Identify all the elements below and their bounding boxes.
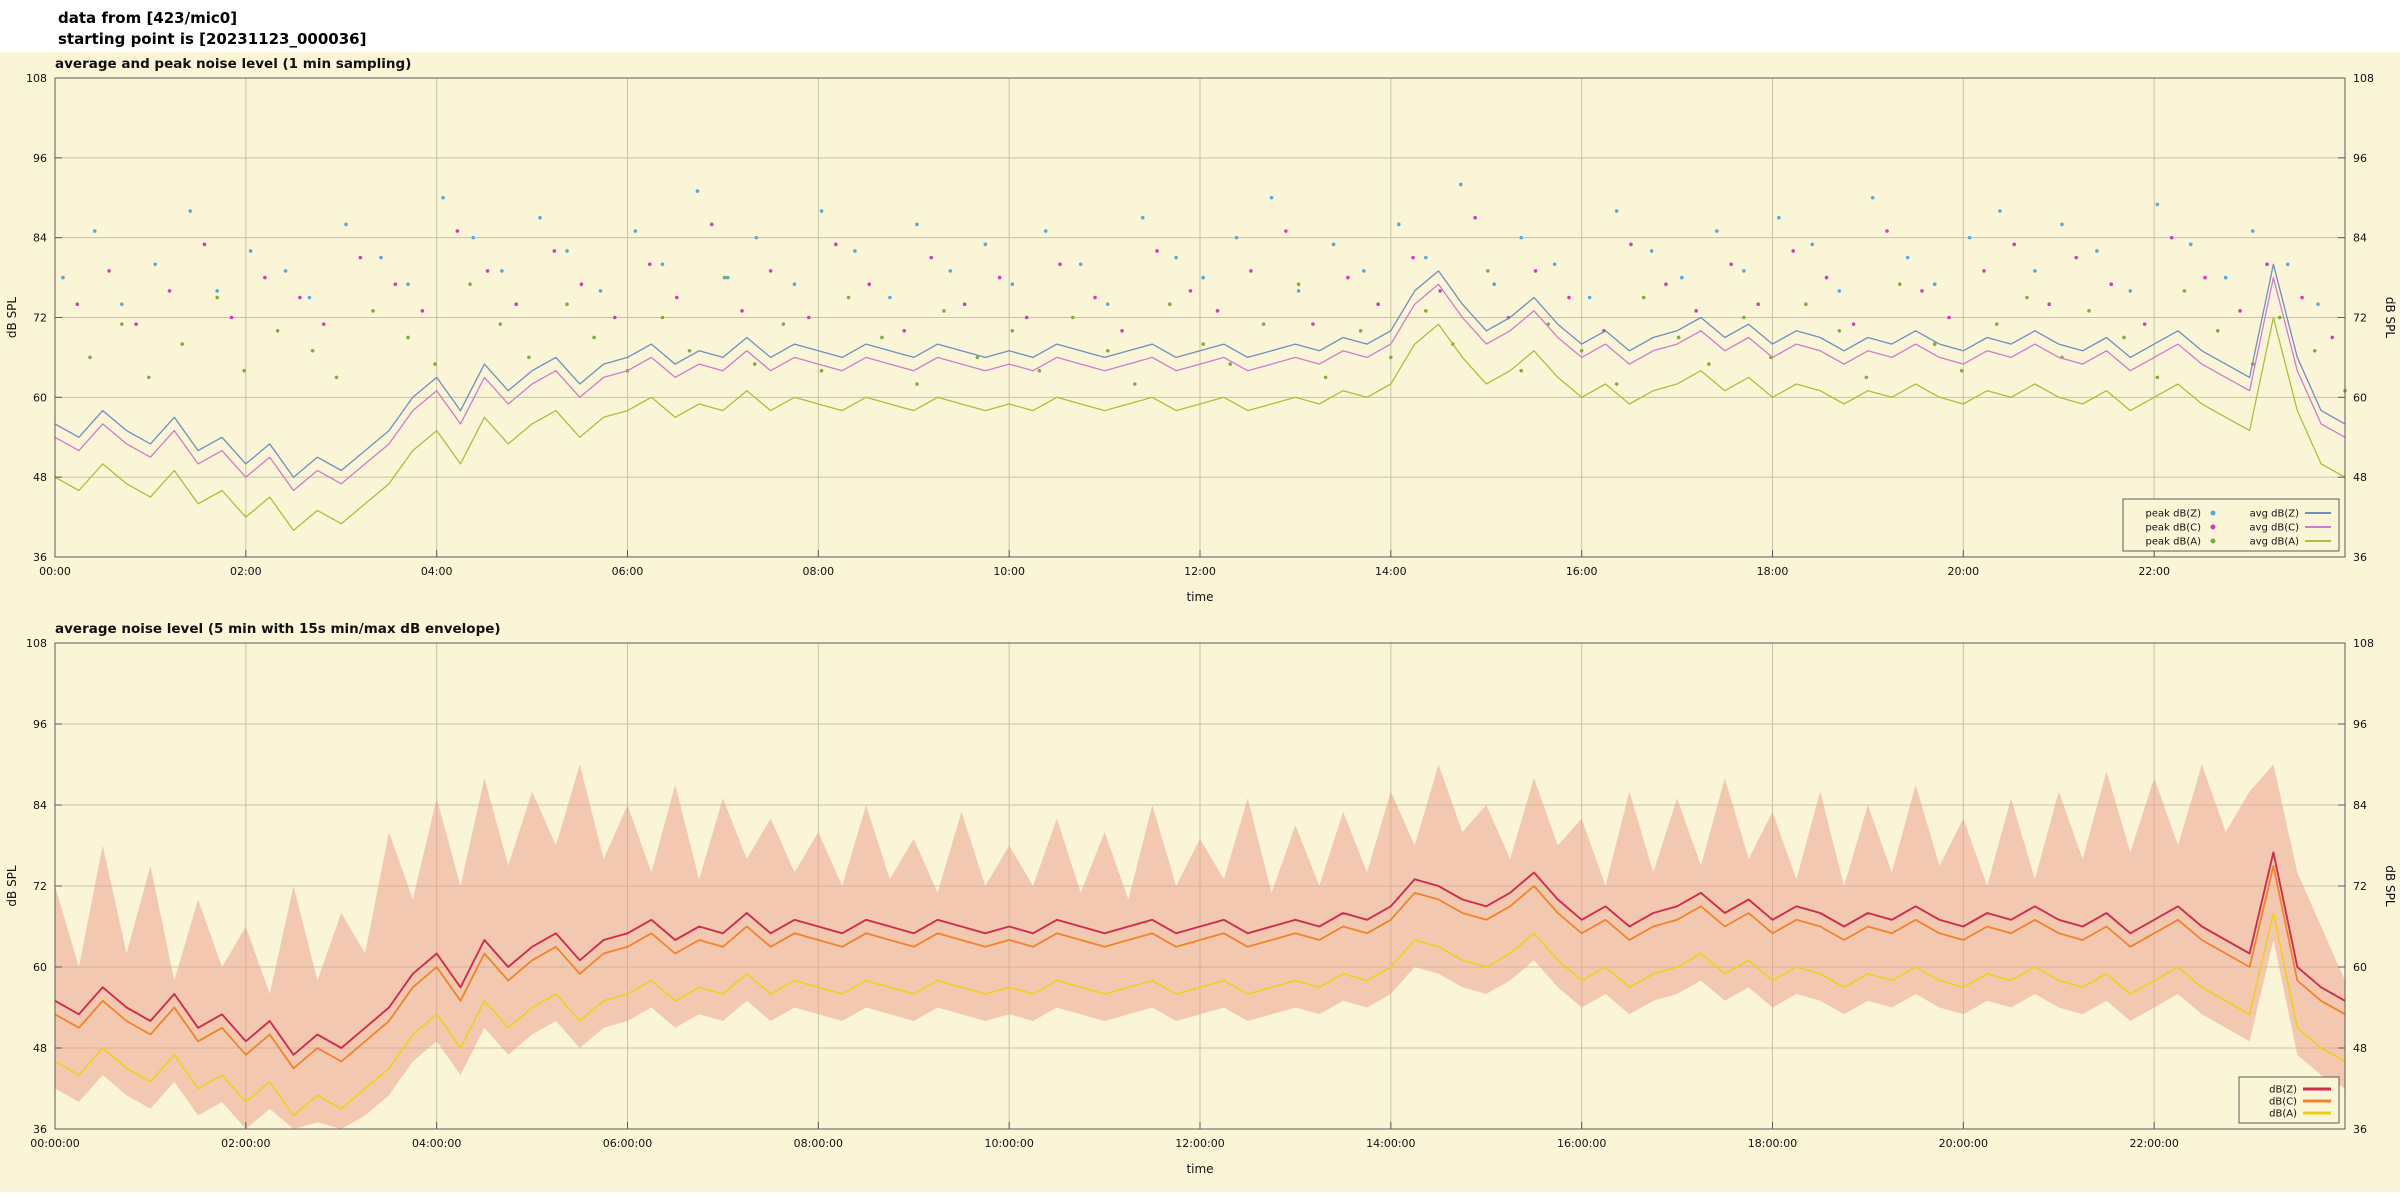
svg-text:12:00: 12:00 [1184, 565, 1216, 578]
svg-text:12:00:00: 12:00:00 [1175, 1137, 1224, 1150]
svg-text:time: time [1186, 1162, 1213, 1176]
svg-text:84: 84 [33, 232, 47, 245]
svg-text:avg dB(A): avg dB(A) [2250, 537, 2300, 548]
svg-text:dB SPL: dB SPL [2383, 865, 2397, 907]
svg-text:72: 72 [2353, 880, 2367, 893]
header: data from [423/mic0] starting point is [… [0, 0, 2400, 52]
svg-text:72: 72 [33, 312, 47, 325]
svg-text:48: 48 [33, 471, 47, 484]
svg-text:peak dB(Z): peak dB(Z) [2146, 509, 2202, 520]
svg-text:peak dB(C): peak dB(C) [2145, 523, 2201, 534]
svg-text:dB(Z): dB(Z) [2269, 1085, 2297, 1096]
svg-text:22:00: 22:00 [2138, 565, 2170, 578]
svg-text:108: 108 [26, 637, 47, 650]
svg-text:96: 96 [2353, 152, 2367, 165]
svg-text:dB SPL: dB SPL [5, 297, 19, 339]
svg-text:36: 36 [2353, 1123, 2367, 1136]
svg-text:average and peak noise level (: average and peak noise level (1 min samp… [55, 56, 411, 72]
svg-text:108: 108 [26, 72, 47, 85]
svg-text:72: 72 [2353, 312, 2367, 325]
svg-text:18:00: 18:00 [1757, 565, 1789, 578]
svg-text:04:00:00: 04:00:00 [412, 1137, 461, 1150]
svg-text:14:00: 14:00 [1375, 565, 1407, 578]
svg-text:10:00:00: 10:00:00 [984, 1137, 1033, 1150]
svg-text:04:00: 04:00 [421, 565, 453, 578]
svg-text:96: 96 [33, 718, 47, 731]
svg-text:dB(A): dB(A) [2269, 1109, 2297, 1120]
svg-text:48: 48 [2353, 471, 2367, 484]
svg-text:18:00:00: 18:00:00 [1748, 1137, 1797, 1150]
svg-text:08:00: 08:00 [802, 565, 834, 578]
svg-text:dB(C): dB(C) [2269, 1097, 2297, 1108]
svg-text:96: 96 [33, 152, 47, 165]
svg-text:10:00: 10:00 [993, 565, 1025, 578]
svg-text:60: 60 [33, 961, 47, 974]
svg-text:20:00:00: 20:00:00 [1939, 1137, 1988, 1150]
svg-text:peak dB(A): peak dB(A) [2146, 537, 2202, 548]
svg-text:16:00: 16:00 [1566, 565, 1598, 578]
svg-text:36: 36 [33, 1123, 47, 1136]
svg-text:06:00:00: 06:00:00 [603, 1137, 652, 1150]
svg-text:60: 60 [2353, 961, 2367, 974]
svg-text:84: 84 [2353, 232, 2367, 245]
svg-text:84: 84 [2353, 799, 2367, 812]
svg-text:96: 96 [2353, 718, 2367, 731]
svg-text:22:00:00: 22:00:00 [2129, 1137, 2178, 1150]
svg-text:avg dB(Z): avg dB(Z) [2250, 509, 2300, 520]
svg-text:02:00:00: 02:00:00 [221, 1137, 270, 1150]
chart-average-peak-noise: 36 36 48 48 60 60 72 72 84 84 96 96 108 108 00:00 02:00… [0, 52, 2400, 617]
svg-text:avg dB(C): avg dB(C) [2249, 523, 2299, 534]
svg-text:108: 108 [2353, 637, 2374, 650]
svg-text:84: 84 [33, 799, 47, 812]
svg-text:14:00:00: 14:00:00 [1366, 1137, 1415, 1150]
svg-text:36: 36 [33, 551, 47, 564]
svg-text:average noise level (5 min wit: average noise level (5 min with 15s min/… [55, 621, 501, 637]
header-line-1: data from [423/mic0] [58, 9, 238, 27]
chart-average-noise-envelope: 36 36 48 48 60 60 72 72 84 84 96 96 108 108 00:00:00 02… [0, 617, 2400, 1192]
header-line-2: starting point is [20231123_000036] [58, 30, 367, 48]
svg-text:02:00: 02:00 [230, 565, 262, 578]
svg-text:time: time [1186, 590, 1213, 604]
svg-text:48: 48 [2353, 1042, 2367, 1055]
svg-text:06:00: 06:00 [612, 565, 644, 578]
svg-text:72: 72 [33, 880, 47, 893]
svg-text:16:00:00: 16:00:00 [1557, 1137, 1606, 1150]
svg-text:60: 60 [2353, 391, 2367, 404]
svg-text:108: 108 [2353, 72, 2374, 85]
svg-text:dB SPL: dB SPL [5, 865, 19, 907]
svg-text:00:00: 00:00 [39, 565, 71, 578]
svg-text:20:00: 20:00 [1947, 565, 1979, 578]
svg-text:08:00:00: 08:00:00 [794, 1137, 843, 1150]
svg-text:36: 36 [2353, 551, 2367, 564]
svg-text:00:00:00: 00:00:00 [30, 1137, 79, 1150]
svg-text:60: 60 [33, 391, 47, 404]
svg-text:dB SPL: dB SPL [2383, 297, 2397, 339]
svg-text:48: 48 [33, 1042, 47, 1055]
